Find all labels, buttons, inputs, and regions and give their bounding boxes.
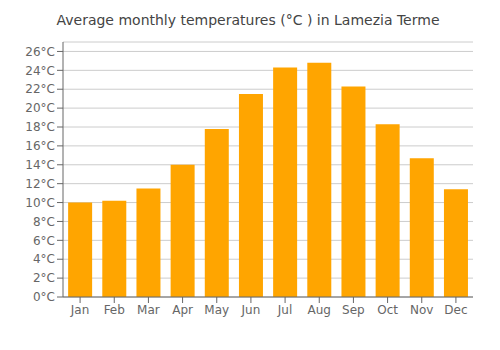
svg-text:20°C: 20°C — [25, 101, 55, 115]
svg-text:2°C: 2°C — [33, 271, 55, 285]
svg-text:14°C: 14°C — [25, 158, 55, 172]
svg-text:6°C: 6°C — [33, 234, 55, 248]
svg-text:Jun: Jun — [241, 303, 261, 317]
svg-text:22°C: 22°C — [25, 82, 55, 96]
svg-text:Apr: Apr — [172, 303, 193, 317]
svg-text:Feb: Feb — [104, 303, 125, 317]
svg-text:Mar: Mar — [137, 303, 160, 317]
svg-text:Oct: Oct — [377, 303, 398, 317]
svg-text:18°C: 18°C — [25, 120, 55, 134]
svg-text:24°C: 24°C — [25, 64, 55, 78]
svg-text:Jan: Jan — [70, 303, 90, 317]
svg-text:0°C: 0°C — [33, 290, 55, 304]
svg-text:26°C: 26°C — [25, 45, 55, 59]
svg-text:16°C: 16°C — [25, 139, 55, 153]
svg-text:May: May — [204, 303, 229, 317]
svg-text:Nov: Nov — [410, 303, 433, 317]
svg-text:Jul: Jul — [277, 303, 292, 317]
svg-text:4°C: 4°C — [33, 252, 55, 266]
svg-text:8°C: 8°C — [33, 215, 55, 229]
html-text:Average monthly temperatures (: Average monthly temperatures (°C ) in La… — [56, 12, 440, 28]
svg-text:Dec: Dec — [444, 303, 467, 317]
svg-text:Aug: Aug — [308, 303, 331, 317]
svg-text:10°C: 10°C — [25, 196, 55, 210]
svg-text:12°C: 12°C — [25, 177, 55, 191]
svg-text:Sep: Sep — [342, 303, 365, 317]
